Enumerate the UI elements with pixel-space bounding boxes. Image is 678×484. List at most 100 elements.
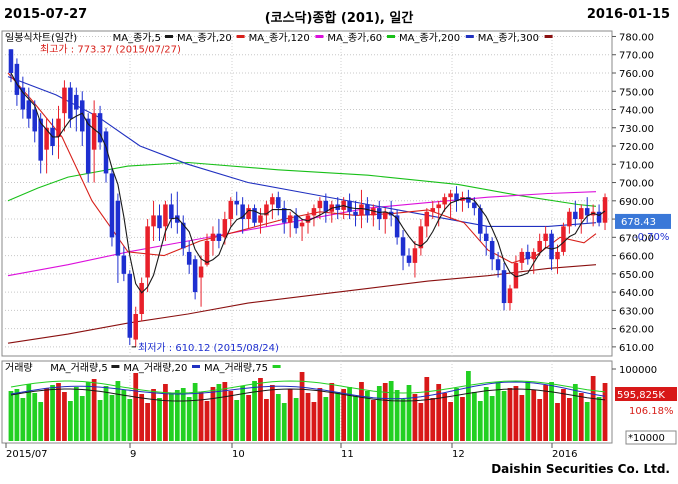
volume-bar — [192, 383, 198, 441]
volume-bar — [180, 388, 186, 441]
end-date: 2016-01-15 — [586, 7, 670, 22]
volume-bar — [466, 371, 471, 441]
candle-body — [347, 200, 352, 212]
volume-bar — [394, 390, 400, 441]
candle-body — [234, 200, 239, 205]
candle-body — [561, 226, 566, 252]
candle-body — [412, 248, 418, 263]
volume-bar — [430, 398, 436, 441]
candle-body — [436, 204, 441, 209]
volume-unit-label: *10000 — [628, 433, 665, 444]
candle-body — [44, 127, 49, 150]
y-tick-label: 750.00 — [619, 87, 654, 98]
candle-body — [175, 215, 180, 223]
volume-y-tick-label: 100000 — [619, 365, 657, 376]
candle-body — [97, 113, 103, 143]
legend-swatch — [236, 35, 245, 38]
candle-body — [531, 251, 536, 260]
volume-bar — [198, 392, 204, 441]
volume-bar — [555, 403, 560, 441]
candle-body — [406, 255, 412, 263]
legend-label: MA_종가,300 — [478, 32, 539, 44]
volume-bar — [56, 383, 61, 441]
volume-bar — [133, 373, 139, 441]
volume-ma75-line — [10, 380, 606, 394]
candle-body — [157, 215, 162, 229]
y-tick-label: 640.00 — [619, 288, 654, 299]
volume-bar — [234, 400, 240, 441]
candle-body — [555, 251, 560, 260]
candle-body — [317, 200, 323, 209]
chart-header: 2015-07-27 (코스닥)종합 (201), 일간 2016-01-15 — [0, 0, 678, 30]
legend-label: MA_종가,20 — [177, 32, 232, 44]
volume-legend-swatch — [111, 365, 120, 368]
candle-body — [180, 222, 186, 249]
volume-ratio-label: 106.18% — [629, 406, 674, 417]
legend-label: MA_종가,60 — [327, 32, 382, 44]
y-tick-label: 700.00 — [619, 179, 654, 190]
y-tick-label: 650.00 — [619, 270, 654, 281]
candle-body — [210, 233, 216, 241]
candle-body — [567, 211, 572, 227]
volume-bar — [317, 388, 323, 441]
candle-body — [466, 197, 471, 203]
ma300-line — [7, 264, 597, 344]
volume-bar — [596, 397, 602, 441]
legend-label: MA_종가,120 — [249, 32, 310, 44]
candle-body — [127, 273, 133, 338]
candle-body — [323, 200, 329, 212]
candle-body — [353, 211, 358, 216]
volume-bar — [121, 390, 127, 441]
volume-bar — [305, 393, 311, 441]
x-tick-label: 11 — [341, 449, 354, 460]
candle-body — [448, 193, 453, 198]
volume-bar — [543, 385, 548, 441]
volume-bar — [436, 384, 442, 441]
volume-bar — [412, 394, 418, 441]
volume-bar — [442, 393, 448, 441]
volume-bar — [204, 401, 210, 441]
candle-body — [240, 204, 245, 220]
volume-bar — [293, 398, 299, 441]
candle-body — [14, 63, 20, 95]
candle-body — [472, 202, 477, 209]
candle-body — [537, 240, 542, 252]
volume-legend-label: MA_거래량,20 — [123, 362, 187, 374]
candle-body — [151, 215, 156, 227]
candle-body — [519, 251, 525, 263]
candle-body — [299, 222, 305, 227]
candle-body — [424, 211, 430, 227]
candle-body — [359, 204, 364, 216]
candle-body — [246, 208, 251, 220]
candle-body — [442, 197, 447, 205]
volume-bar — [323, 397, 329, 441]
start-date: 2015-07-27 — [4, 7, 88, 22]
volume-bar — [370, 400, 376, 441]
volume-bar — [424, 377, 430, 441]
candle-body — [74, 94, 79, 110]
y-tick-label: 670.00 — [619, 233, 654, 244]
volume-bar — [519, 395, 525, 441]
volume-bar — [388, 381, 394, 441]
candle-body — [258, 215, 263, 223]
volume-bar — [590, 376, 596, 441]
volume-bar — [567, 398, 572, 441]
candle-body — [68, 87, 73, 119]
volume-bar — [252, 381, 257, 441]
volume-bar — [103, 386, 109, 441]
candle-body — [305, 215, 311, 223]
x-tick-label: 10 — [232, 449, 245, 460]
y-tick-label: 620.00 — [619, 325, 654, 336]
ma5-line — [10, 72, 606, 294]
volume-bar — [68, 401, 73, 441]
volume-bar — [115, 381, 121, 441]
volume-bar — [186, 397, 192, 441]
candle-body — [543, 233, 548, 241]
volume-bar — [26, 384, 32, 441]
last-price-badge — [615, 213, 671, 229]
candle-body — [222, 219, 228, 238]
volume-bar — [406, 385, 412, 441]
y-tick-label: 780.00 — [619, 32, 654, 43]
volume-bar — [471, 392, 477, 441]
volume-bar — [79, 396, 85, 441]
